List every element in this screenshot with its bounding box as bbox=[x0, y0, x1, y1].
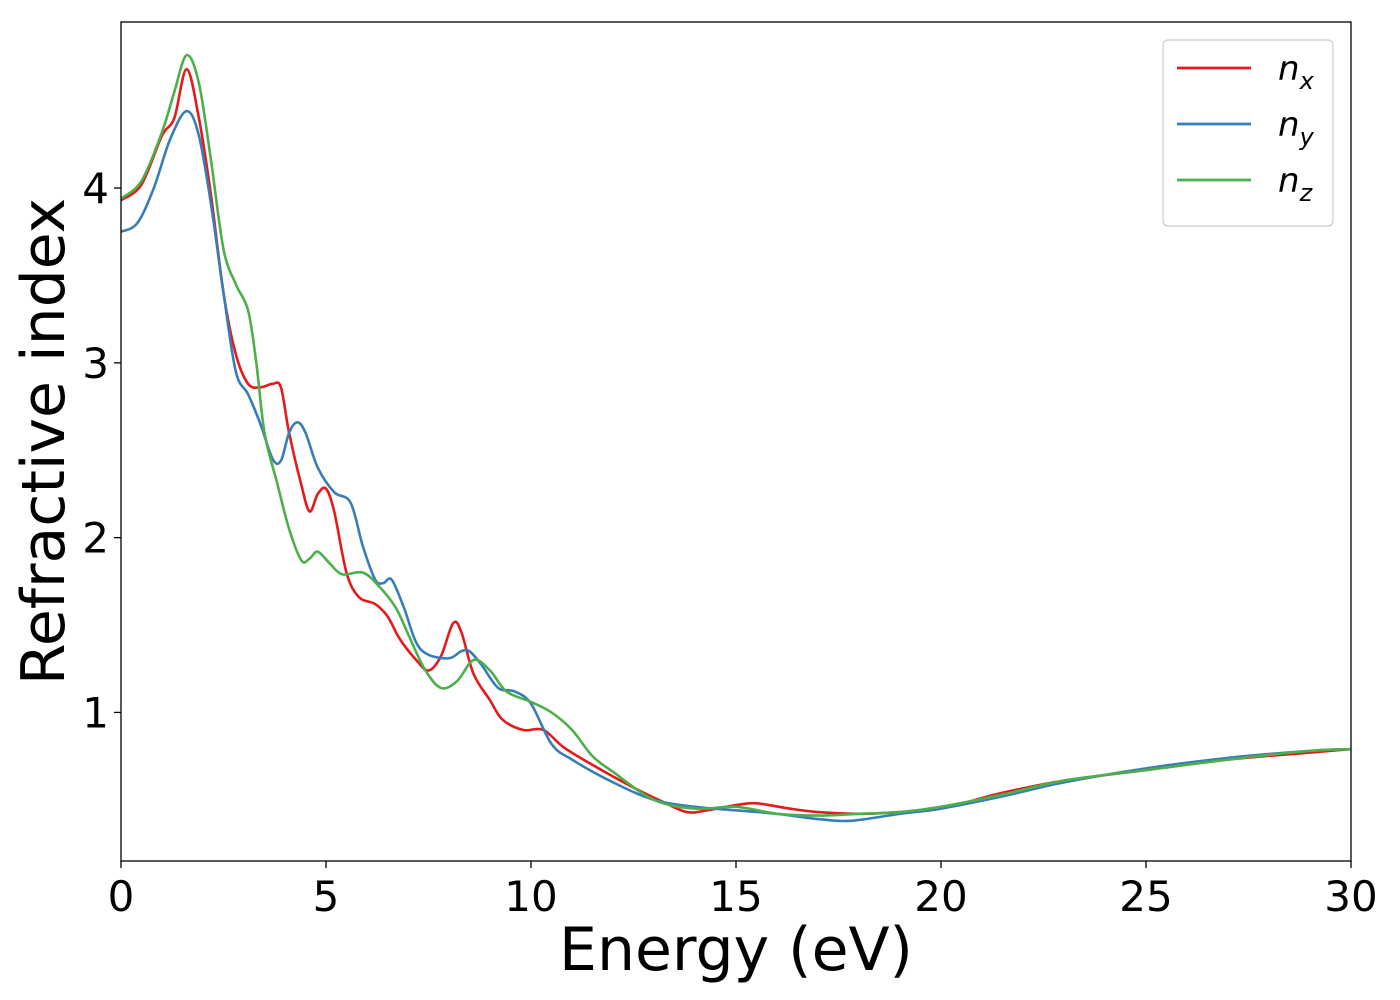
y-tick-label: 3 bbox=[82, 339, 109, 388]
y-tick-label: 2 bbox=[82, 514, 109, 563]
x-tick-label: 0 bbox=[108, 872, 135, 921]
x-tick-label: 10 bbox=[504, 872, 557, 921]
y-tick-label: 1 bbox=[82, 688, 109, 737]
x-tick-label: 25 bbox=[1119, 872, 1172, 921]
series-layer bbox=[121, 53, 1351, 823]
legend-label: nx bbox=[1278, 49, 1315, 95]
series-line-z bbox=[121, 53, 1351, 817]
x-tick-label: 5 bbox=[313, 872, 340, 921]
x-tick-label: 15 bbox=[709, 872, 762, 921]
y-tick-label: 4 bbox=[82, 164, 109, 213]
y-axis-title: Refractive index bbox=[9, 198, 79, 685]
x-axis-title: Energy (eV) bbox=[559, 915, 913, 985]
legend: nx ny nz bbox=[1162, 39, 1334, 227]
x-tick-label: 20 bbox=[914, 872, 967, 921]
x-tick-label: 30 bbox=[1324, 872, 1377, 921]
series-line-y bbox=[121, 109, 1351, 823]
y-axis: 1 2 3 4 bbox=[82, 164, 121, 737]
x-axis: 0 5 10 15 20 25 30 bbox=[108, 861, 1378, 921]
legend-label: ny bbox=[1278, 105, 1315, 151]
legend-label: nz bbox=[1278, 161, 1314, 207]
